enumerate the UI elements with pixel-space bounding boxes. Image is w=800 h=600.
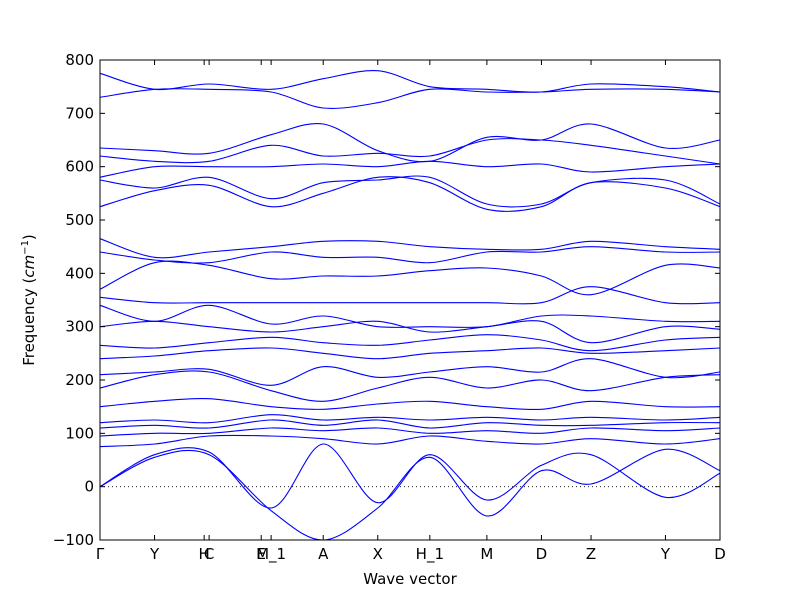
band-line-20: [99, 160, 721, 178]
y-tick-label: −100: [53, 531, 94, 549]
band-line-8: [99, 370, 721, 402]
band-line-10: [99, 347, 721, 360]
band-line-6: [99, 414, 721, 424]
x-tick-label: Y: [149, 545, 160, 563]
x-tick-label: H: [199, 545, 210, 563]
x-tick-label: D: [536, 545, 548, 563]
x-tick-label: Z: [586, 545, 596, 563]
band-line-2: [99, 443, 721, 509]
x-tick-label: A: [318, 545, 329, 563]
x-tick-label: H_1: [416, 545, 444, 564]
x-tick-label: D: [714, 545, 726, 563]
x-tick-label: Γ: [96, 545, 105, 563]
band-line-23: [99, 88, 721, 109]
x-tick-label: M: [480, 545, 493, 563]
y-tick-label: 500: [65, 211, 94, 229]
y-tick-label: 200: [65, 371, 94, 389]
band-line-17: [99, 238, 721, 259]
band-line-18: [99, 176, 721, 212]
band-line-7: [99, 397, 721, 411]
band-line-1: [99, 448, 721, 541]
y-axis: −100 0 100 200 300 400 500 600 700 800: [53, 51, 720, 549]
plot-frame: [99, 59, 721, 541]
y-tick-label: 100: [65, 424, 94, 442]
band-line-21: [99, 138, 721, 165]
band-line-4: [99, 427, 721, 437]
band-line-19: [99, 175, 721, 208]
y-tick-label: 0: [84, 478, 94, 496]
band-line-9: [99, 358, 721, 386]
band-line-5: [99, 419, 721, 429]
band-line-24: [99, 69, 721, 93]
x-tick-label: M_1: [256, 545, 286, 564]
y-tick-label: 300: [65, 318, 94, 336]
y-tick-label: 800: [65, 51, 94, 69]
band-line-11: [99, 334, 721, 352]
x-axis-label: Wave vector: [363, 570, 457, 588]
y-tick-label: 400: [65, 264, 94, 282]
band-line-14: [99, 286, 721, 305]
band-line-16: [99, 246, 721, 264]
band-line-22: [99, 122, 721, 163]
x-tick-label: X: [373, 545, 383, 563]
y-tick-label: 600: [65, 158, 94, 176]
x-axis: Γ Y HC EM_1 A X H_1 M D Z Y D: [96, 60, 726, 564]
band-line-15: [99, 260, 721, 296]
x-tick-label: Y: [660, 545, 671, 563]
x-tick-label: C: [204, 545, 214, 563]
y-tick-label: 700: [65, 104, 94, 122]
band-line-13: [99, 304, 721, 328]
y-axis-label: Frequency (cm−1): [20, 234, 38, 366]
band-line-3: [99, 434, 721, 448]
x-tick-label: E: [256, 545, 265, 563]
band-line-12: [99, 320, 721, 344]
plot-area: [99, 69, 721, 541]
